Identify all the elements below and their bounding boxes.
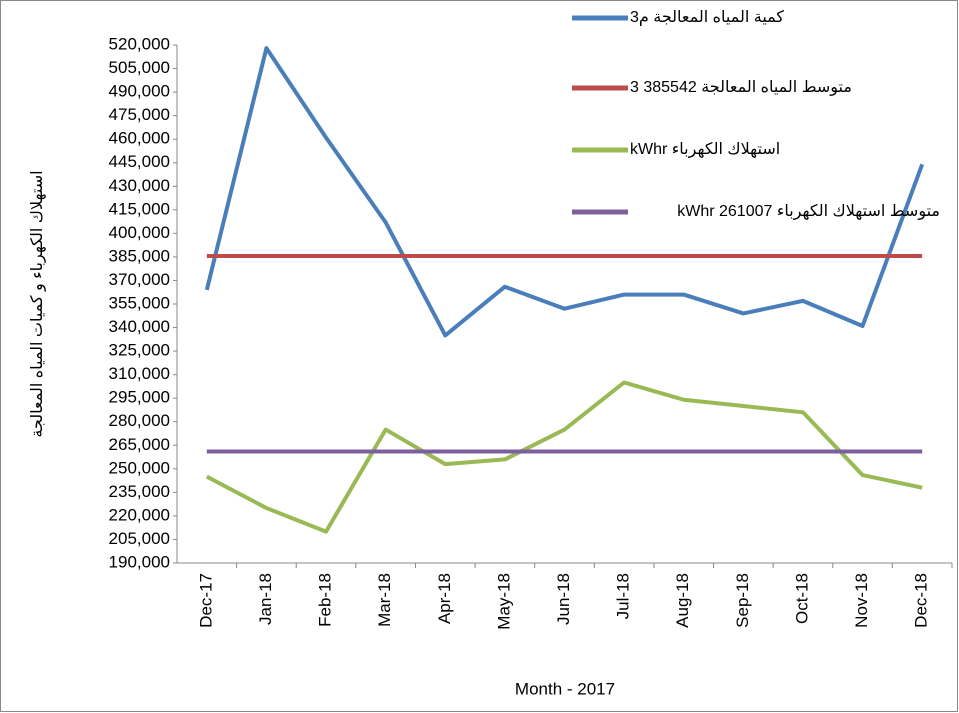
y-tick-label: 415,000	[109, 199, 170, 218]
y-tick-label: 190,000	[109, 552, 170, 571]
y-tick-label: 340,000	[109, 317, 170, 336]
x-tick-label: Oct-18	[792, 573, 811, 624]
y-tick-label: 235,000	[109, 482, 170, 501]
x-axis-title: Month - 2017	[515, 679, 615, 698]
y-tick-label: 265,000	[109, 435, 170, 454]
y-tick-label: 250,000	[109, 458, 170, 477]
x-tick-label: Jan-18	[256, 573, 275, 625]
y-tick-label: 295,000	[109, 388, 170, 407]
legend-label: متوسط استهلاك الكهرباء kWhr 261007	[677, 203, 940, 220]
y-tick-label: 400,000	[109, 223, 170, 242]
legend-label: استهلاك الكهرباء kWhr	[630, 141, 781, 158]
x-tick-label: Dec-18	[912, 573, 931, 628]
y-tick-label: 505,000	[109, 58, 170, 77]
x-tick-label: Dec-17	[196, 573, 215, 628]
x-tick-label: Mar-18	[375, 573, 394, 627]
legend-label: كمية المياه المعالجة م3	[630, 9, 785, 26]
legend-label: متوسط المياه المعالجة 385542 3	[630, 79, 852, 96]
y-axis-title: استهلاك الكهرباء و كميات المياه المعالجة	[29, 170, 47, 437]
series-line	[205, 380, 923, 534]
x-tick-label: Nov-18	[852, 573, 871, 628]
x-tick-label: Feb-18	[316, 573, 335, 627]
y-tick-label: 310,000	[109, 364, 170, 383]
x-tick-label: Jul-18	[614, 573, 633, 619]
series-line	[204, 46, 925, 338]
y-tick-label: 355,000	[109, 293, 170, 312]
x-tick-label: Sep-18	[733, 573, 752, 628]
y-tick-label: 520,000	[109, 34, 170, 53]
y-tick-label: 385,000	[109, 246, 170, 265]
y-tick-label: 445,000	[109, 152, 170, 171]
y-tick-label: 490,000	[109, 82, 170, 101]
y-tick-label: 325,000	[109, 341, 170, 360]
y-tick-label: 220,000	[109, 505, 170, 524]
y-tick-label: 475,000	[109, 105, 170, 124]
x-tick-label: Jun-18	[554, 573, 573, 625]
y-tick-label: 280,000	[109, 411, 170, 430]
x-tick-label: Apr-18	[435, 573, 454, 624]
x-tick-label: May-18	[494, 573, 513, 630]
x-tick-label: Aug-18	[673, 573, 692, 628]
y-tick-label: 430,000	[109, 176, 170, 195]
y-tick-label: 370,000	[109, 270, 170, 289]
y-tick-label: 460,000	[109, 129, 170, 148]
y-tick-label: 205,000	[109, 529, 170, 548]
